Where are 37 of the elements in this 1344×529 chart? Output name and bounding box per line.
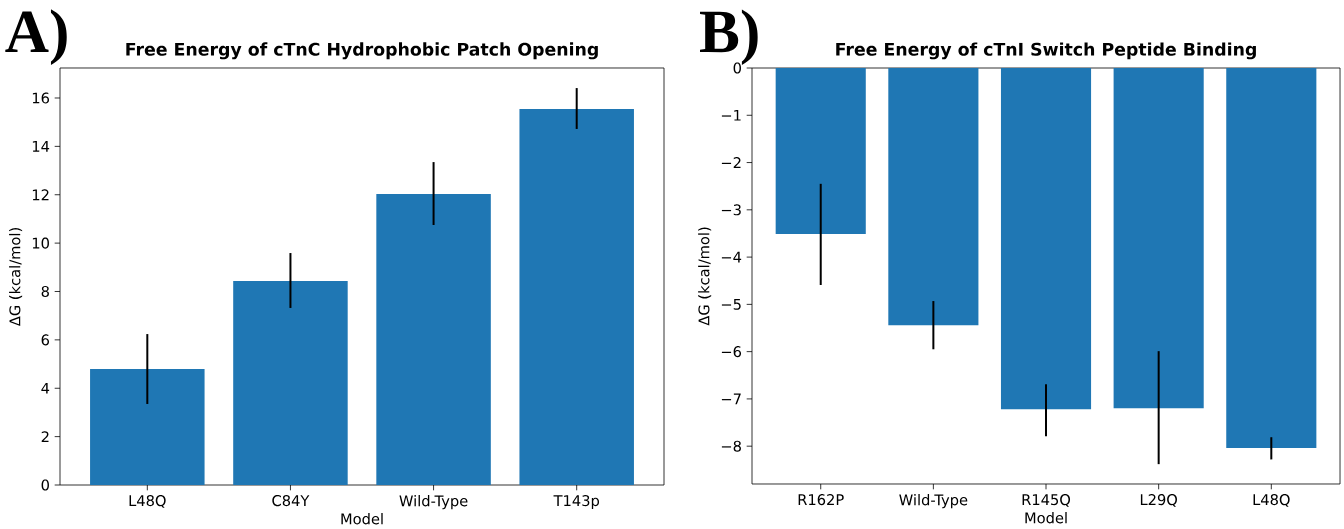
y-axis-title: ΔG (kcal/mol) [698, 227, 712, 326]
y-tick-label: 4 [41, 382, 50, 394]
y-tick-label: −6 [721, 346, 742, 358]
bar [90, 368, 205, 485]
x-tick-label: R145Q [1022, 494, 1071, 507]
chart-title: Free Energy of cTnI Switch Peptide Binding [836, 42, 1256, 60]
x-tick-label: Wild-Type [899, 494, 968, 509]
bar [233, 281, 348, 485]
text: A) [5, 9, 67, 65]
y-tick-label: 12 [32, 189, 49, 201]
y-tick-label: −2 [721, 157, 741, 168]
x-tick-label: Wild-Type [399, 495, 468, 510]
x-axis-title: Model [341, 513, 383, 525]
y-tick-label: −7 [721, 393, 741, 405]
x-tick-label: L29Q [1140, 494, 1177, 507]
x-tick-label: T143p [553, 495, 600, 509]
bar [376, 194, 491, 485]
y-tick-label: 8 [41, 285, 49, 298]
x-tick-label: L48Q [129, 495, 166, 508]
y-tick-label: 6 [41, 334, 50, 346]
y-tick-label: −8 [721, 440, 741, 452]
x-tick-label: C84Y [272, 495, 310, 507]
y-tick-label: 2 [41, 431, 49, 443]
x-tick-label: L48Q [1253, 494, 1290, 507]
y-tick-label: 14 [32, 141, 50, 152]
y-tick-label: −3 [721, 204, 741, 216]
bar [519, 109, 634, 485]
x-axis-title: Model [1025, 512, 1067, 524]
y-tick-label: 16 [32, 92, 50, 104]
y-tick-label: 0 [41, 479, 49, 491]
chart-title: Free Energy of cTnC Hydrophobic Patch Opening [126, 42, 598, 60]
y-tick-label: −1 [721, 109, 741, 121]
y-tick-label: −4 [721, 251, 742, 263]
x-tick-label: R162P [798, 494, 844, 506]
y-axis-title: ΔG (kcal/mol) [9, 228, 23, 327]
y-tick-label: −5 [721, 298, 741, 310]
y-tick-label: 10 [32, 237, 49, 249]
